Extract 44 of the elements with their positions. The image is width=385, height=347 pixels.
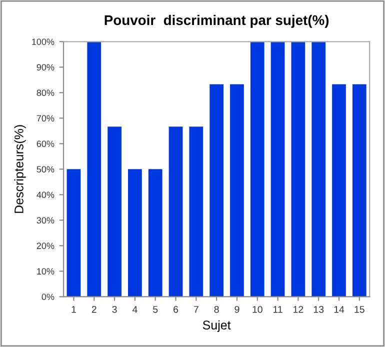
y-tick-label: 60% (36, 140, 54, 148)
bar (312, 42, 326, 297)
y-tick-label: 10% (37, 268, 54, 275)
y-axis-title: Descripteurs(%) (14, 125, 26, 213)
y-tick-label: 40% (36, 192, 54, 198)
bar (332, 84, 346, 297)
x-axis-title: Sujet (202, 320, 231, 332)
x-tick-label: 12 (294, 306, 304, 313)
x-tick-label: 7 (194, 306, 198, 313)
y-tick-label: 100% (32, 38, 54, 45)
x-tick-label: 6 (174, 306, 178, 313)
chart-title: Pouvoir discriminant par sujet(%) (104, 14, 329, 28)
bar (291, 42, 306, 297)
x-tick-label: 14 (334, 306, 344, 313)
y-tick-label: 50% (36, 166, 54, 173)
bar (168, 126, 183, 297)
x-tick-label: 15 (354, 306, 364, 313)
bar (270, 42, 285, 297)
y-tick-label: 80% (36, 90, 54, 96)
x-tick-label: 5 (153, 306, 158, 313)
bar (128, 169, 142, 297)
x-tick-label: 8 (214, 306, 219, 313)
x-tick-label: 4 (132, 306, 138, 313)
x-tick-label: 3 (112, 306, 117, 313)
bar (87, 42, 102, 297)
bar (352, 84, 366, 297)
x-tick-label: 1 (72, 306, 76, 313)
x-tick-label: 2 (92, 306, 96, 313)
y-tick-label: 70% (36, 115, 54, 122)
x-tick-label: 10 (252, 306, 262, 313)
bar (210, 84, 224, 297)
y-tick-label: 90% (36, 64, 54, 71)
y-tick-label: 30% (36, 217, 54, 224)
bar (189, 126, 204, 297)
bar (148, 169, 162, 297)
bar (108, 126, 122, 297)
x-tick-label: 11 (273, 306, 282, 313)
x-tick-label: 9 (234, 306, 240, 313)
y-tick-label: 0% (42, 294, 54, 300)
bar (250, 42, 264, 297)
bar (230, 84, 244, 297)
bar (66, 169, 81, 297)
y-tick-label: 20% (36, 242, 54, 250)
x-tick-label: 13 (314, 306, 324, 313)
